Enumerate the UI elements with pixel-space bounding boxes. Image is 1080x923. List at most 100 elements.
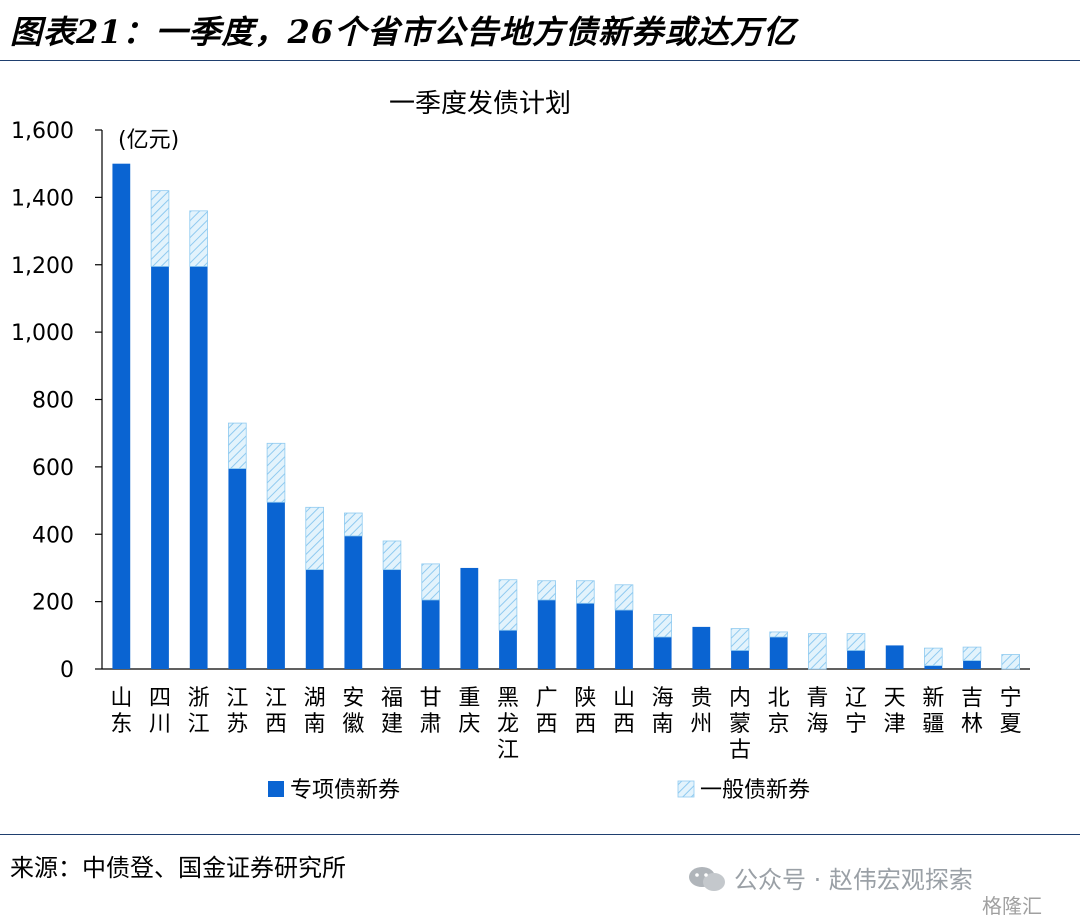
x-tick-label: 苏: [226, 712, 248, 737]
x-tick-label: 甘: [420, 686, 442, 711]
x-tick-label: 山: [110, 686, 132, 711]
x-tick-label: 龙: [497, 712, 519, 737]
bar-general-bond: [228, 422, 247, 469]
bar-special-bond: [151, 266, 169, 669]
y-tick-label: 1,600: [11, 119, 74, 144]
bar-special-bond: [615, 610, 633, 669]
bar-general-bond: [730, 628, 750, 651]
y-tick-label: 800: [32, 389, 74, 414]
bar-general-bond: [305, 506, 324, 571]
bar-general-bond: [653, 614, 672, 638]
wechat-icon: [689, 867, 725, 891]
x-tick-label: 吉: [961, 686, 983, 711]
x-tick-label: 建: [381, 712, 403, 737]
header-divider: [0, 60, 1080, 61]
x-tick-label: 广: [536, 686, 558, 711]
chart-title: 一季度发债计划: [389, 89, 571, 119]
x-tick-label: 江: [265, 686, 287, 711]
x-tick-label: 辽: [845, 686, 867, 711]
bar-special-bond: [537, 599, 556, 669]
x-tick-label: 宁: [845, 712, 867, 737]
y-tick-label: 1,200: [11, 254, 74, 279]
logo-text: 格隆汇: [982, 894, 1042, 918]
watermark-text: 公众号 · 赵伟宏观探索: [734, 866, 973, 894]
x-tick-label: 林: [961, 712, 983, 737]
bar-general-bond: [498, 579, 518, 631]
page-title: 图表21：一季度，26个省市公告地方债新券或达万亿: [10, 13, 797, 51]
x-tick-label: 夏: [1000, 712, 1022, 737]
x-tick-label: 四: [149, 686, 171, 711]
bar-special-bond: [383, 569, 401, 669]
bar-general-bond: [924, 647, 943, 667]
x-tick-label: 蒙: [729, 712, 751, 737]
x-tick-label: 贵: [690, 686, 712, 711]
bar-special-bond: [499, 630, 517, 669]
x-tick-label: 徽: [342, 712, 364, 737]
bar-special-bond: [924, 665, 943, 669]
bar-general-bond: [189, 210, 208, 267]
x-tick-label: 西: [613, 712, 635, 737]
bar-special-bond: [769, 636, 788, 669]
bar-special-bond: [653, 636, 672, 669]
bar-special-bond: [576, 603, 595, 669]
bar-special-bond: [460, 567, 479, 669]
bar-general-bond: [808, 633, 827, 670]
bar-general-bond: [962, 646, 982, 661]
bar-special-bond: [267, 502, 285, 669]
x-tick-label: 津: [884, 712, 906, 737]
x-tick-label: 古: [729, 738, 751, 763]
y-tick-label: 400: [32, 523, 74, 548]
bar-special-bond: [344, 535, 363, 669]
bar-general-bond: [769, 631, 788, 638]
x-tick-label: 海: [652, 686, 674, 711]
legend-general-bond-swatch: [677, 780, 695, 798]
bar-special-bond: [847, 650, 865, 669]
x-tick-label: 江: [188, 712, 210, 737]
x-tick-label: 湖: [304, 686, 326, 711]
bar-special-bond: [228, 468, 247, 669]
x-tick-label: 海: [806, 712, 828, 737]
x-tick-label: 福: [381, 686, 403, 711]
x-tick-label: 重: [458, 686, 480, 711]
x-tick-label: 东: [110, 712, 132, 737]
bar-special-bond: [963, 660, 981, 669]
x-tick-label: 京: [768, 712, 790, 737]
bar-special-bond: [692, 626, 711, 669]
bar-general-bond: [150, 190, 170, 267]
y-tick-label: 1,400: [11, 186, 74, 211]
x-tick-label: 北: [768, 686, 790, 711]
x-tick-label: 西: [265, 712, 287, 737]
source-note: 来源：中债登、国金证券研究所: [10, 854, 346, 882]
x-tick-label: 天: [884, 686, 906, 711]
bar-special-bond: [421, 599, 440, 669]
x-tick-label: 西: [574, 712, 596, 737]
bar-general-bond: [382, 540, 402, 571]
x-tick-label: 安: [342, 686, 364, 711]
bar-special-bond: [189, 266, 208, 669]
bar-general-bond: [421, 563, 440, 601]
x-tick-label: 西: [536, 712, 558, 737]
y-tick-label: 200: [32, 591, 74, 616]
bar-general-bond: [1001, 654, 1020, 670]
x-tick-label: 南: [304, 712, 326, 737]
x-tick-label: 宁: [1000, 686, 1022, 711]
y-tick-label: 600: [32, 456, 74, 481]
x-tick-label: 青: [806, 686, 828, 711]
x-tick-label: 山: [613, 686, 635, 711]
x-tick-label: 肃: [420, 712, 442, 737]
bar-special-bond: [305, 569, 324, 669]
legend-special-bond-label: 专项债新券: [290, 778, 400, 803]
x-tick-label: 南: [652, 712, 674, 737]
bar-chart: 一季度发债计划 (亿元) 0 200 400 600 800 1,000 1,200 1,40…: [11, 89, 1030, 803]
bar-special-bond: [885, 645, 904, 669]
legend-general-bond-label: 一般债新券: [700, 778, 810, 803]
legend-special-bond-swatch: [268, 781, 284, 797]
x-tick-label: 庆: [458, 712, 480, 737]
watermark: 公众号 · 赵伟宏观探索: [688, 860, 973, 900]
y-tick-label: 0: [60, 658, 74, 683]
x-tick-label: 新: [922, 686, 944, 711]
x-tick-label: 浙: [188, 686, 210, 711]
x-tick-label: 江: [226, 686, 248, 711]
x-tick-label: 江: [497, 738, 519, 763]
x-tick-label: 陕: [574, 686, 596, 711]
